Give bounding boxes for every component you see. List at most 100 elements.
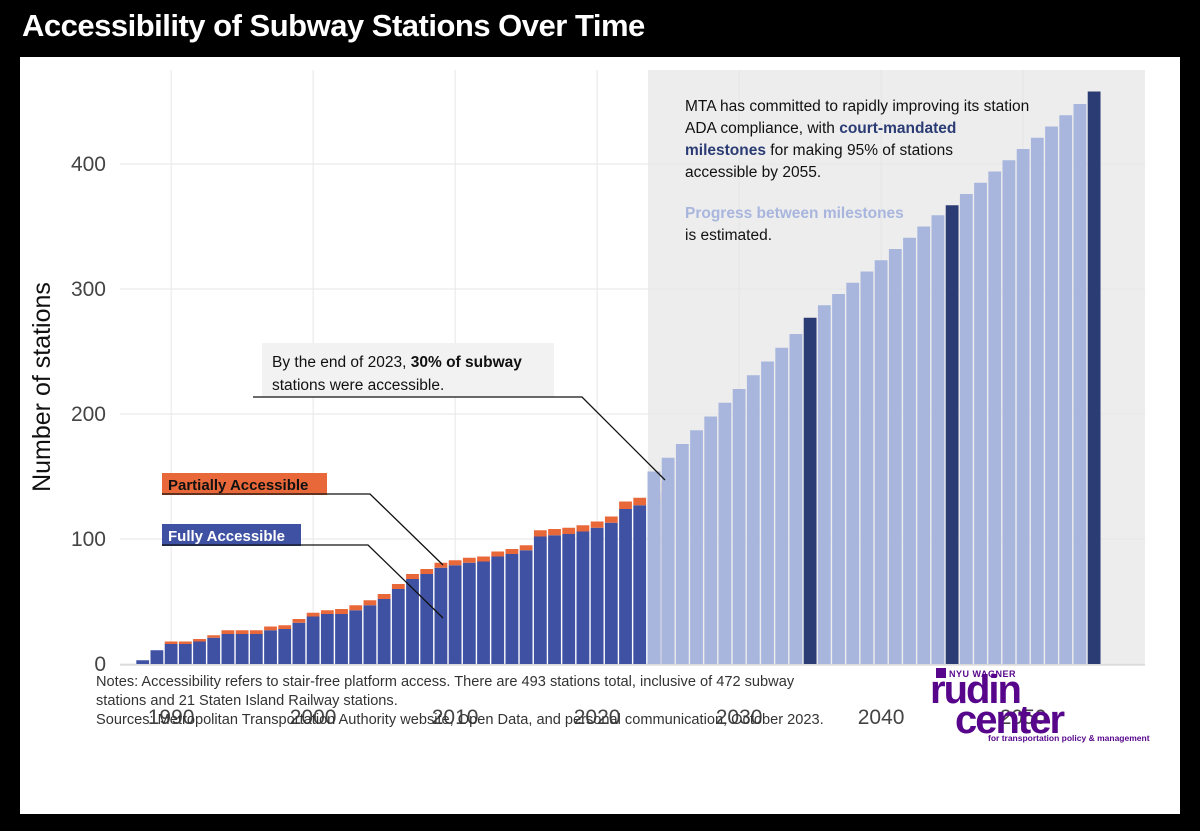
bar-projected-2028 — [704, 416, 718, 664]
nyu-torch-icon — [936, 668, 946, 678]
bar-partial-2010 — [448, 560, 462, 566]
bar-projected-2044 — [931, 215, 945, 664]
mta-text-line-3: milestones for making 95% of stations — [685, 142, 953, 159]
bar-partial-1994 — [221, 630, 235, 634]
bar-projected-2038 — [846, 282, 860, 664]
x-tick-label-2040: 2040 — [858, 706, 905, 729]
bar-partial-2000 — [306, 612, 320, 617]
bar-partial-2018 — [562, 527, 576, 534]
bar-projected-2036 — [817, 305, 831, 664]
bar-full-1988 — [136, 660, 150, 664]
notes-line-2: stations and 21 Staten Island Railway st… — [96, 693, 398, 709]
bar-milestone-2045 — [945, 205, 959, 664]
bar-partial-2014 — [505, 549, 519, 554]
mta-text-line-3-part-0: milestones — [685, 142, 766, 159]
mta-text-line-1: MTA has committed to rapidly improving i… — [685, 98, 1029, 115]
bar-full-2005 — [377, 599, 391, 664]
bar-partial-1991 — [178, 641, 192, 644]
callout-2023-line-2: stations were accessible. — [272, 377, 444, 394]
logo-word-rudin: rudin — [930, 668, 1022, 712]
x-tick-label-2020: 2020 — [574, 706, 621, 729]
bar-projected-2048 — [988, 171, 1002, 664]
bar-full-2017 — [548, 535, 561, 664]
callout-2023-line-1: By the end of 2023, 30% of subway — [272, 354, 522, 371]
bar-full-1994 — [221, 634, 235, 664]
bar-projected-2033 — [775, 347, 789, 664]
mta-text-line-4: accessible by 2055. — [685, 164, 821, 181]
bar-projected-2026 — [675, 444, 689, 664]
x-tick-label-2050: 2050 — [1000, 706, 1047, 729]
logo-word-center: center — [955, 698, 1065, 742]
bar-full-2016 — [533, 536, 547, 664]
bar-partial-1995 — [235, 630, 249, 634]
bar-full-2001 — [320, 614, 334, 664]
bar-milestone-2035 — [803, 317, 817, 664]
bar-partial-2004 — [363, 600, 377, 606]
bar-projected-2034 — [789, 334, 803, 664]
chart-title: Accessibility of Subway Stations Over Ti… — [22, 8, 645, 43]
bar-full-2012 — [477, 561, 490, 664]
bar-partial-2002 — [335, 609, 348, 614]
bar-projected-2040 — [874, 260, 888, 664]
bar-partial-2013 — [491, 551, 505, 557]
bar-partial-2017 — [548, 529, 561, 536]
bar-projected-2027 — [690, 430, 703, 664]
logo-tagline: for transportation policy & management — [988, 733, 1150, 743]
rudin-center-logo: NYU WAGNER rudin center for transportati… — [930, 665, 1160, 745]
bar-partial-1996 — [249, 630, 263, 634]
nyu-wagner-mark: NYU WAGNER — [936, 668, 1016, 679]
bar-full-2018 — [562, 534, 576, 664]
bar-full-1992 — [193, 641, 206, 664]
bar-full-2000 — [306, 616, 320, 664]
bar-full-2006 — [391, 589, 405, 664]
mta-text-line-2: ADA compliance, with court-mandated — [685, 120, 956, 137]
progress-note-line-2: is estimated. — [685, 227, 772, 244]
bar-full-2021 — [604, 522, 618, 664]
bar-full-1991 — [178, 644, 192, 664]
mta-text-line-2-part-1: court-mandated — [839, 120, 956, 137]
bar-projected-2041 — [888, 249, 902, 664]
bar-full-2003 — [349, 610, 363, 664]
bar-projected-2031 — [746, 375, 760, 664]
y-tick-label-400: 400 — [71, 153, 106, 176]
bar-partial-2005 — [377, 594, 391, 599]
callout-2023-line-1-part-0: By the end of 2023, — [272, 354, 411, 371]
bar-partial-1999 — [292, 619, 306, 623]
bar-projected-2051 — [1030, 137, 1044, 664]
bar-partial-1993 — [207, 635, 221, 638]
bar-projected-2042 — [903, 237, 916, 664]
callout-2023-box — [262, 343, 554, 397]
bar-projected-2053 — [1059, 115, 1073, 664]
y-tick-label-300: 300 — [71, 278, 106, 301]
bar-partial-2022 — [619, 501, 632, 509]
y-tick-label-100: 100 — [71, 528, 106, 551]
notes-line-1: Notes: Accessibility refers to stair-fre… — [96, 674, 795, 690]
bar-full-1997 — [264, 630, 277, 664]
progress-note-line-1: Progress between milestones — [685, 205, 904, 222]
mta-text-line-3-part-1: for making 95% of stations — [766, 142, 953, 159]
bar-projected-2049 — [1002, 160, 1016, 664]
bar-projected-2039 — [860, 271, 874, 664]
bar-projected-2025 — [661, 457, 675, 664]
bar-full-2015 — [519, 550, 533, 664]
bar-full-2011 — [462, 562, 476, 664]
bar-full-2020 — [590, 527, 604, 664]
x-tick-label-2000: 2000 — [290, 706, 337, 729]
bar-full-2007 — [406, 579, 419, 664]
bar-projected-2037 — [832, 294, 845, 664]
bar-full-2004 — [363, 605, 377, 664]
bar-projected-2046 — [959, 194, 973, 664]
bar-full-1996 — [249, 634, 263, 664]
bar-projected-2047 — [974, 182, 987, 664]
nyu-wagner-text: NYU WAGNER — [949, 669, 1017, 679]
bar-milestone-2055 — [1087, 91, 1101, 664]
x-tick-label-1990: 1990 — [148, 706, 195, 729]
leader-2023 — [253, 396, 666, 481]
y-tick-label-0: 0 — [94, 653, 106, 676]
sources-line: Sources: Metropolitan Transportation Aut… — [96, 712, 824, 728]
bar-partial-2001 — [320, 610, 334, 614]
bar-partial-2007 — [406, 574, 419, 579]
bar-full-1993 — [207, 637, 221, 664]
bar-full-2008 — [420, 574, 434, 664]
